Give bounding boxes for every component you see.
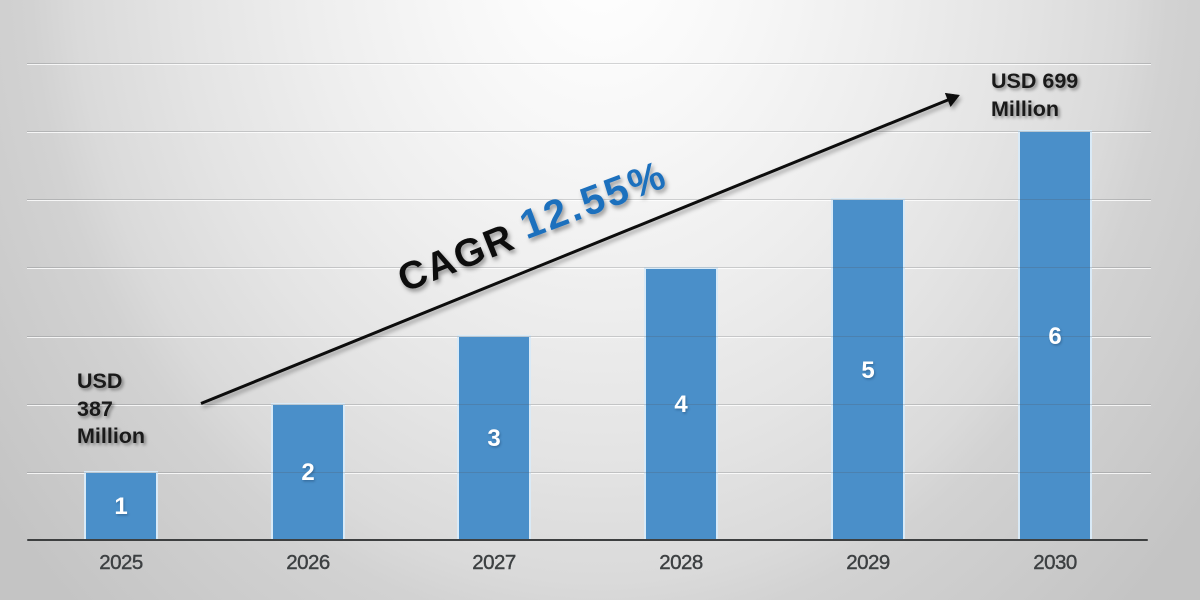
svg-text:12.55%: 12.55% [513, 152, 671, 248]
svg-text:CAGR: CAGR [392, 217, 519, 301]
